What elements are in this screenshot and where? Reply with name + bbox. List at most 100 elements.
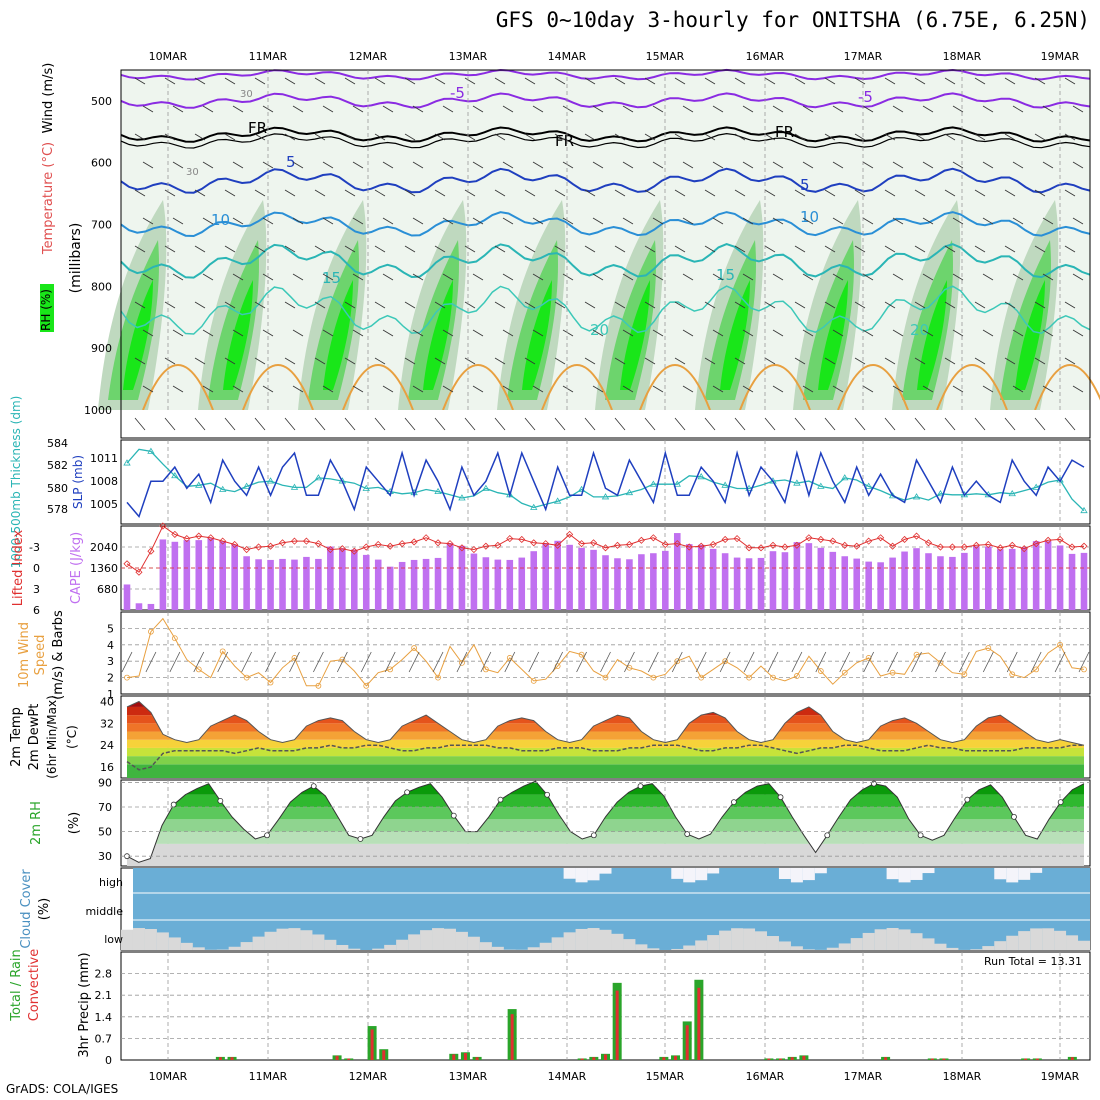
li-marker: [1008, 541, 1016, 549]
wind-barb: [944, 189, 956, 197]
cape-bar: [709, 548, 717, 610]
top-date-label: 16MAR: [746, 50, 785, 63]
wind-barb: [1004, 77, 1016, 85]
cloud-low-fill: [479, 942, 492, 950]
wind-barb: [914, 133, 926, 141]
cloud-low-fill: [982, 946, 995, 950]
li-marker: [183, 535, 191, 543]
rh-marker: [497, 796, 504, 803]
cape-bar: [949, 556, 956, 610]
wind-barb: [824, 357, 836, 365]
wind-barb: [952, 161, 964, 169]
contour-label: 10: [211, 211, 230, 229]
wind-barb: [142, 105, 154, 113]
wind-barb: [922, 329, 934, 337]
wind-barb: [592, 385, 604, 393]
precip-conv-bar: [230, 1057, 234, 1060]
wind-speed-marker: [267, 679, 274, 686]
wind-barb: [374, 301, 386, 309]
wind-barb: [562, 385, 574, 393]
li-marker: [637, 536, 645, 544]
li-marker: [769, 541, 777, 549]
thickness-tick: 580: [47, 482, 68, 495]
wind-barb: [802, 105, 814, 113]
wind-barb: [284, 133, 296, 141]
cloud-layer-label: high: [99, 876, 123, 889]
thickness-marker: [793, 479, 801, 486]
wind-barb: [1004, 189, 1016, 197]
li-marker: [278, 539, 287, 547]
wind-barb: [562, 273, 574, 281]
cloud-low-fill: [144, 928, 157, 950]
cloud-low-fill: [156, 932, 169, 950]
wind-barb: [254, 417, 266, 431]
wind-barb: [794, 77, 806, 85]
cape-tick: 680: [97, 583, 118, 596]
li-marker: [817, 535, 825, 544]
cloud-low-fill: [300, 930, 313, 950]
rh-marker: [964, 796, 971, 803]
wind-barb: [404, 189, 416, 197]
rh-shade-sat: [720, 280, 750, 390]
thickness-marker: [530, 503, 538, 510]
cloud-low-fill: [121, 929, 133, 950]
wind-barb: [914, 189, 926, 197]
wind-barb: [344, 417, 356, 431]
wind-barb: [854, 417, 866, 431]
ylabel-wind: Wind (m/s): [41, 63, 56, 134]
rh-marker: [217, 797, 224, 804]
contour-label: 20: [910, 321, 929, 339]
wind-barb: [292, 385, 304, 393]
wind-barb: [734, 77, 746, 85]
li-tick: 0: [33, 562, 40, 575]
bottom-date-label: 15MAR: [646, 1070, 685, 1083]
wind-barb: [622, 273, 634, 281]
wind-barb: [884, 301, 896, 309]
wind-barb: [142, 385, 154, 393]
temp-band: [127, 731, 1084, 740]
wind-barb: [1064, 357, 1076, 365]
wind-barb: [374, 189, 386, 197]
wind-barb: [982, 105, 994, 113]
wind-barb: [134, 245, 146, 253]
li-marker: [709, 540, 717, 549]
wind-barb: [1064, 133, 1076, 141]
wind-speed-marker: [889, 669, 896, 676]
wind-barb: [734, 133, 746, 141]
wind-barb: [862, 385, 874, 393]
li-marker: [219, 537, 227, 545]
cloud-low-fill: [312, 934, 325, 950]
contour-25: [242, 364, 314, 411]
ylabel-cape: CAPE (J/kg): [69, 532, 84, 604]
rh-marker: [310, 783, 317, 790]
wind-barb: [464, 357, 476, 365]
li-marker: [757, 544, 765, 552]
wind-barb-10m: [384, 651, 396, 673]
thickness-marker: [242, 482, 251, 489]
wind-barb: [232, 385, 244, 393]
cape-bar: [973, 546, 980, 610]
precip-conv-bar: [1070, 1057, 1074, 1060]
ylabel-temperature: Temperature (°C): [41, 142, 56, 255]
li-marker: [960, 543, 968, 551]
cape-bar: [865, 561, 872, 610]
wind-barb: [494, 189, 506, 197]
wind-barb-10m: [1006, 651, 1018, 673]
rh-marker: [170, 801, 177, 808]
contour-25: [142, 364, 214, 411]
cape-bar: [374, 559, 382, 610]
wind-barb: [584, 189, 596, 197]
cape-bar: [410, 559, 418, 610]
wind-barb: [734, 357, 746, 365]
wind-barb: [172, 161, 184, 169]
thickness-marker: [266, 477, 275, 484]
wind-barb: [682, 273, 694, 281]
li-marker: [984, 540, 992, 549]
wind-barb: [1012, 105, 1024, 113]
wind-barb: [734, 245, 746, 253]
wind-barb: [1042, 161, 1054, 169]
wind-barb: [554, 133, 566, 141]
wind-barb: [524, 77, 536, 85]
wind-barb: [434, 77, 446, 85]
precip-conv-bar: [767, 1058, 771, 1060]
